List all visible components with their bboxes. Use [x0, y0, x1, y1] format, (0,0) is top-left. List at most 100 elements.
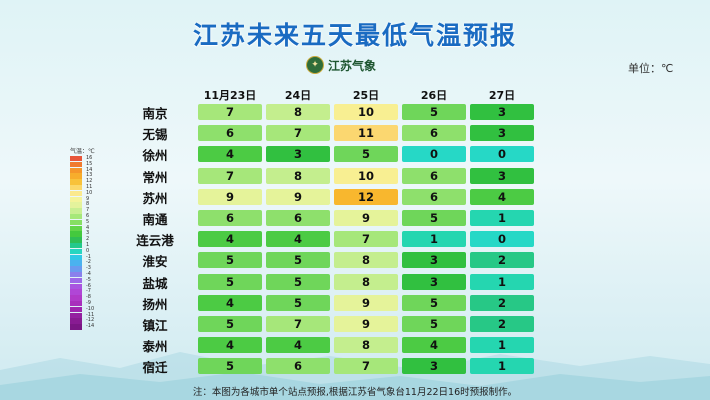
legend-swatch	[70, 156, 82, 162]
temperature-cell: 2	[470, 316, 534, 332]
temperature-cell: 7	[334, 358, 398, 375]
temperature-cell: 5	[402, 316, 466, 332]
legend-value: 8	[86, 201, 90, 208]
legend-swatch	[70, 208, 82, 214]
legend-value: -3	[86, 265, 91, 272]
city-label: 南通	[142, 212, 168, 227]
city-label: 苏州	[142, 190, 168, 206]
legend-swatch	[70, 237, 82, 243]
legend-title: 气温：℃	[70, 148, 95, 155]
temperature-cell: 1	[470, 210, 534, 226]
legend-value: 3	[86, 230, 90, 237]
page-title: 江苏未来五天最低气温预报	[192, 21, 517, 50]
legend-value: 16	[86, 155, 93, 161]
temperature-cell: 7	[198, 167, 262, 184]
temperature-cell: 5	[402, 294, 466, 311]
temperature-cell: 9	[334, 294, 398, 311]
temperature-cell: 2	[470, 294, 534, 311]
temperature-cell: 5	[198, 252, 262, 269]
legend-swatch	[70, 260, 82, 266]
legend-swatch	[70, 173, 82, 179]
legend-swatch	[70, 306, 82, 313]
temperature-cell: 4	[198, 231, 262, 248]
temperature-cell: 0	[470, 146, 534, 163]
legend-value: 6	[86, 213, 90, 219]
city-label: 宿迁	[142, 360, 168, 376]
legend-swatch	[70, 219, 82, 226]
city-label: 扬州	[142, 296, 168, 312]
temperature-cell: 7	[266, 125, 330, 142]
temperature-cell: 1	[402, 231, 466, 248]
legend-swatch	[70, 179, 82, 185]
column-header: 26日	[420, 89, 448, 102]
legend-value: 7	[86, 207, 90, 214]
legend-value: -10	[86, 305, 95, 312]
temperature-cell: 1	[470, 273, 534, 290]
temperature-cell: 3	[402, 252, 466, 269]
temperature-cell: 3	[470, 125, 534, 142]
temperature-cell: 0	[402, 146, 466, 163]
temperature-cell: 1	[470, 358, 534, 375]
temperature-cell: 5	[198, 358, 262, 375]
temperature-cell: 8	[334, 337, 398, 354]
legend-swatch	[70, 254, 82, 260]
legend-value: 2	[86, 236, 90, 243]
column-header: 11月23日	[203, 89, 257, 102]
temperature-cell: 6	[266, 358, 330, 375]
city-label: 南京	[142, 106, 168, 121]
temperature-cell: 6	[266, 210, 330, 226]
temperature-cell: 8	[334, 273, 398, 290]
temperature-cell: 5	[266, 252, 330, 269]
temperature-cell: 4	[266, 231, 330, 248]
legend-value: -8	[86, 294, 91, 301]
temperature-cell: 4	[402, 337, 466, 354]
legend-value: -6	[86, 282, 91, 289]
legend-swatch	[70, 185, 82, 191]
legend-value: 1	[86, 242, 90, 248]
temperature-cell: 4	[198, 337, 262, 354]
legend-swatch	[70, 248, 82, 255]
legend-value: -5	[86, 276, 91, 283]
temperature-cell: 2	[470, 252, 534, 269]
temperature-cell: 3	[402, 358, 466, 375]
temperature-cell: 3	[402, 273, 466, 290]
legend-value: 11	[86, 184, 93, 190]
legend-swatch	[70, 196, 82, 202]
city-label: 连云港	[136, 233, 174, 249]
legend-value: 0	[86, 247, 90, 254]
temperature-cell: 9	[334, 210, 398, 226]
legend-value: 14	[86, 166, 93, 173]
temperature-cell: 4	[470, 188, 534, 205]
temperature-cell: 5	[266, 294, 330, 311]
temperature-cell: 12	[334, 188, 398, 205]
temperature-cell: 6	[402, 167, 466, 184]
legend-swatch	[70, 312, 82, 318]
legend-value: 12	[86, 178, 93, 185]
temperature-cell: 1	[470, 337, 534, 354]
temperature-cell: 4	[198, 146, 262, 163]
logo-emblem-icon: ✦	[306, 56, 324, 74]
legend-value: 10	[86, 189, 93, 196]
city-label: 泰州	[142, 339, 168, 355]
legend-swatch	[70, 318, 82, 324]
temperature-cell: 3	[470, 104, 534, 120]
footnote: 注：本图为各城市单个站点预报,根据江苏省气象台11月22日16时预报制作。	[192, 387, 518, 398]
temperature-cell: 9	[334, 316, 398, 332]
city-label: 淮安	[142, 254, 168, 270]
legend-swatch	[70, 167, 82, 173]
temperature-cell: 5	[266, 273, 330, 290]
legend-value: 9	[86, 195, 90, 202]
temperature-cell: 6	[198, 210, 262, 226]
temperature-cell: 4	[266, 337, 330, 354]
city-label: 盐城	[142, 275, 168, 291]
column-header: 27日	[488, 89, 516, 102]
legend-value: -2	[86, 259, 91, 266]
legend-swatch	[70, 266, 82, 272]
legend-value: -1	[86, 253, 91, 260]
temperature-cell: 0	[470, 231, 534, 248]
temperature-cell: 6	[402, 125, 466, 142]
temperature-cell: 11	[334, 125, 398, 142]
legend-swatch	[70, 295, 82, 301]
temperature-cell: 9	[266, 188, 330, 205]
temperature-cell: 10	[334, 104, 398, 120]
